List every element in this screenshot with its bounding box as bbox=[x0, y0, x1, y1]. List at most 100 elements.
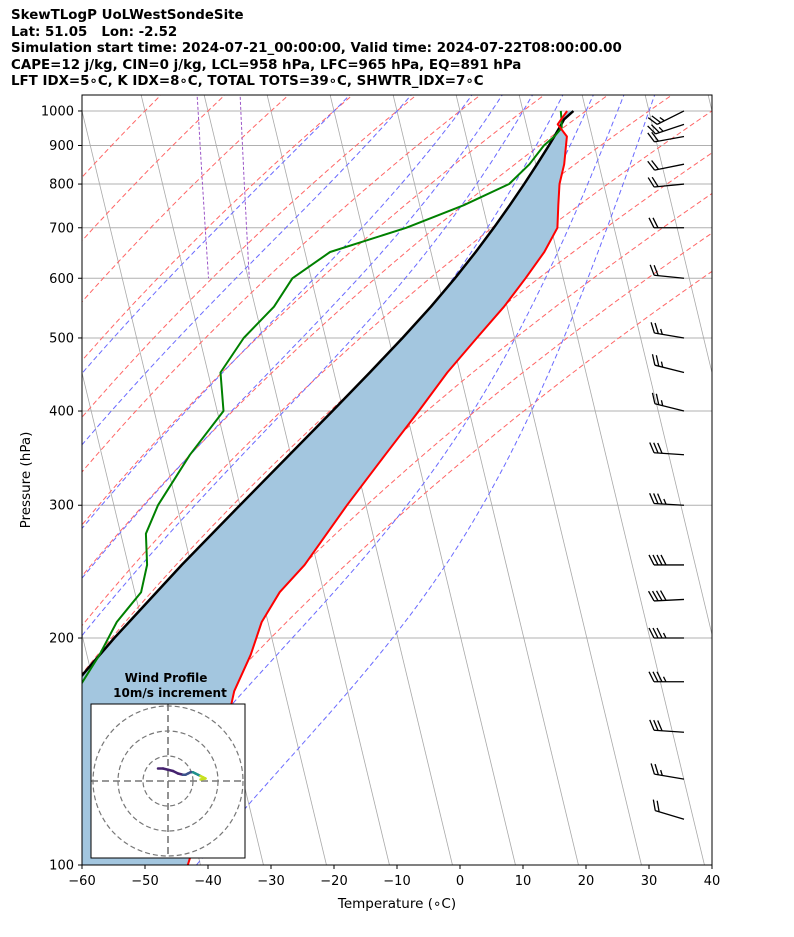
hodograph-segment bbox=[199, 777, 205, 781]
wind-barb bbox=[652, 799, 685, 820]
wind-barb-flag bbox=[651, 176, 659, 187]
temperature-line bbox=[186, 110, 568, 865]
wind-barb-flag bbox=[648, 671, 655, 683]
wind-barb-halfflag bbox=[662, 632, 667, 639]
wind-barb-shaft bbox=[654, 163, 685, 171]
wind-barb bbox=[649, 719, 685, 733]
wind-barb-shaft bbox=[655, 809, 685, 820]
isotherm-line bbox=[0, 92, 16, 882]
wind-barb bbox=[647, 131, 685, 143]
wind-barb-flag bbox=[659, 590, 667, 601]
isotherm-line bbox=[581, 95, 712, 637]
wind-barb-shaft bbox=[654, 452, 685, 456]
wind-barb-halfflag bbox=[660, 328, 663, 335]
wind-barb-halfflag bbox=[660, 361, 664, 368]
x-tick-label: 10 bbox=[515, 874, 532, 889]
wind-barb-shaft bbox=[654, 729, 685, 733]
profile-lines bbox=[82, 110, 575, 865]
x-tick-label: −20 bbox=[320, 874, 347, 889]
wind-barb-flag bbox=[653, 442, 659, 454]
dry-adiabat-line bbox=[82, 95, 609, 577]
x-tick-label: 0 bbox=[456, 874, 464, 889]
wind-barb-flag bbox=[655, 590, 663, 601]
dry-adiabat-line bbox=[82, 95, 418, 418]
moist-adiabat-line bbox=[196, 95, 656, 865]
x-tick-label: −40 bbox=[194, 874, 221, 889]
x-axis-title: Temperature (∘C) bbox=[337, 896, 456, 912]
mixing-ratio-line bbox=[196, 95, 209, 279]
dry-adiabat-line bbox=[82, 95, 546, 526]
moist-adiabat-line bbox=[97, 95, 625, 865]
wind-barb-flag bbox=[647, 590, 655, 602]
wind-barb-flag bbox=[649, 492, 655, 504]
wind-barb-shaft bbox=[654, 502, 685, 506]
y-tick-label: 1000 bbox=[41, 104, 74, 119]
isotherm-line bbox=[392, 95, 579, 865]
hodograph-inset: Wind Profile 10m/s increment bbox=[90, 671, 246, 859]
title-line-5: LFT IDX=5∘C, K IDX=8∘C, TOTAL TOTS=39∘C,… bbox=[11, 74, 484, 90]
dry-adiabat-line bbox=[82, 95, 226, 242]
wind-barb-flag bbox=[651, 131, 659, 142]
wind-barb-halfflag bbox=[660, 769, 663, 776]
wind-barb-flag bbox=[651, 392, 656, 404]
y-tick-label: 300 bbox=[49, 499, 74, 514]
wind-barb-shaft bbox=[655, 123, 685, 135]
wind-barb-flag bbox=[651, 354, 656, 366]
wind-barb-flag bbox=[653, 719, 659, 731]
wind-barb-flag bbox=[647, 125, 656, 135]
wind-barb-flag bbox=[653, 493, 659, 504]
moist-adiabat-line bbox=[82, 95, 564, 705]
y-tick-label: 600 bbox=[49, 272, 74, 287]
wind-barb-flag bbox=[655, 393, 660, 405]
x-tick-label: −60 bbox=[68, 874, 95, 889]
wind-barb bbox=[649, 264, 685, 279]
wind-barb-flag bbox=[647, 117, 658, 125]
wind-barb-flag bbox=[647, 132, 656, 143]
isotherm-line bbox=[455, 95, 642, 865]
x-tick-label: 40 bbox=[704, 874, 721, 889]
wind-barb-flag bbox=[651, 160, 660, 170]
wind-barb-flag bbox=[652, 627, 659, 639]
wind-barb bbox=[648, 671, 684, 683]
wind-barb-flag bbox=[654, 763, 659, 776]
title-line-4: CAPE=12 j/kg, CIN=0 j/kg, LCL=958 hPa, L… bbox=[11, 57, 522, 73]
wind-barb-flag bbox=[656, 800, 660, 812]
wind-barb-flag bbox=[657, 720, 663, 732]
wind-barb bbox=[648, 627, 684, 639]
wind-barb-shaft bbox=[654, 773, 685, 780]
axes: −60 −50 −40 −30 −20 −10 0 10 20 30 40 100 200 300 400 5… bbox=[41, 104, 720, 889]
parcel-profile-line bbox=[82, 110, 575, 678]
wind-barb-flag bbox=[648, 554, 655, 566]
isotherm-line bbox=[140, 95, 327, 865]
title-line-3: Simulation start time: 2024-07-21_00:00:… bbox=[11, 41, 622, 57]
cape-shading bbox=[82, 111, 574, 865]
y-axis-title: Pressure (hPa) bbox=[18, 432, 34, 529]
wind-barb-shaft bbox=[654, 183, 685, 188]
wind-barb-halfflag bbox=[659, 116, 665, 122]
wind-barb-flag bbox=[656, 627, 663, 639]
wind-barb bbox=[651, 392, 685, 412]
wind-barb-shaft bbox=[654, 598, 685, 602]
moist-adiabat-line bbox=[82, 95, 412, 446]
y-tick-label: 200 bbox=[49, 632, 74, 647]
hodograph-title: Wind Profile bbox=[125, 671, 208, 685]
x-tick-label: −10 bbox=[383, 874, 410, 889]
wind-barb-flag bbox=[649, 442, 655, 454]
wind-barb bbox=[647, 110, 685, 125]
moist-adiabat-line bbox=[82, 95, 503, 579]
wind-barb-flag bbox=[650, 763, 656, 775]
wind-barb-halfflag bbox=[660, 400, 664, 406]
y-tick-label: 900 bbox=[49, 139, 74, 154]
wind-barb bbox=[650, 763, 685, 780]
wind-barb bbox=[647, 160, 685, 171]
wind-barb-shaft bbox=[654, 135, 685, 143]
wind-barb bbox=[648, 554, 684, 566]
moist-adiabat-line bbox=[82, 95, 594, 787]
wind-barb bbox=[647, 176, 685, 188]
wind-barb-flag bbox=[660, 554, 667, 566]
wind-barb-shaft bbox=[656, 110, 685, 125]
y-tick-label: 800 bbox=[49, 178, 74, 193]
y-tick-label: 100 bbox=[49, 859, 74, 874]
hodograph-subtitle: 10m/s increment bbox=[113, 686, 227, 700]
